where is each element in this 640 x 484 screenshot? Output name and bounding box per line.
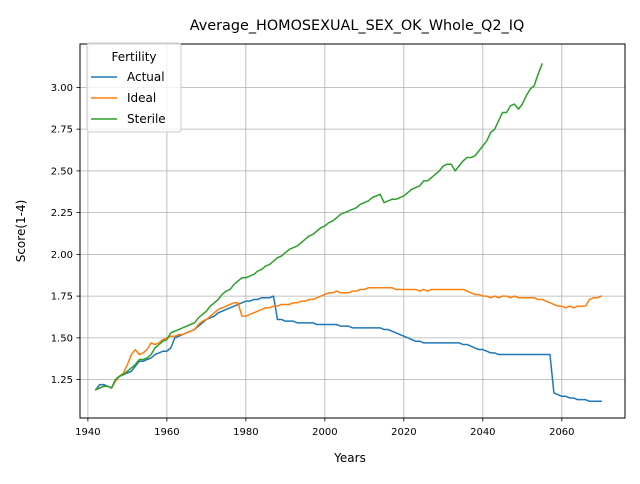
series-lines — [94, 63, 603, 403]
chart-title: Average_HOMOSEXUAL_SEX_OK_Whole_Q2_IQ — [190, 18, 525, 34]
series-line-sterile — [94, 63, 544, 391]
x-tick-label: 2020 — [391, 427, 416, 438]
y-tick-label: 1.25 — [51, 375, 73, 386]
legend-label-ideal: Ideal — [127, 91, 156, 105]
x-tick-label: 1980 — [233, 427, 258, 438]
axis-ticks: 1940 1960 1980 2000 2020 2040 2060 1.25 1.50 1.75… — [51, 83, 575, 438]
plot-area-frame — [79, 43, 626, 419]
x-tick-label: 2000 — [312, 427, 337, 438]
legend-box — [86, 42, 182, 133]
y-axis-label: Score(1-4) — [14, 200, 28, 263]
y-tick-label: 2.25 — [51, 208, 73, 219]
legend-label-actual: Actual — [127, 70, 165, 84]
grid — [80, 44, 625, 418]
x-tick-label: 1940 — [75, 427, 100, 438]
series-line-actual — [94, 295, 603, 403]
y-tick-label: 2.00 — [51, 250, 73, 261]
y-tick-label: 1.50 — [51, 333, 73, 344]
y-tick-label: 2.75 — [51, 125, 73, 136]
x-tick-label: 2040 — [470, 427, 495, 438]
x-tick-label: 1960 — [154, 427, 179, 438]
x-axis-label: Years — [333, 451, 366, 465]
legend: Fertility Actual Ideal Sterile — [86, 42, 182, 133]
y-tick-label: 3.00 — [51, 83, 73, 94]
series-line-ideal — [94, 287, 603, 391]
y-tick-label: 2.50 — [51, 166, 73, 177]
legend-label-sterile: Sterile — [127, 112, 166, 126]
y-tick-label: 1.75 — [51, 292, 73, 303]
x-tick-label: 2060 — [549, 427, 574, 438]
legend-title: Fertility — [111, 50, 156, 64]
